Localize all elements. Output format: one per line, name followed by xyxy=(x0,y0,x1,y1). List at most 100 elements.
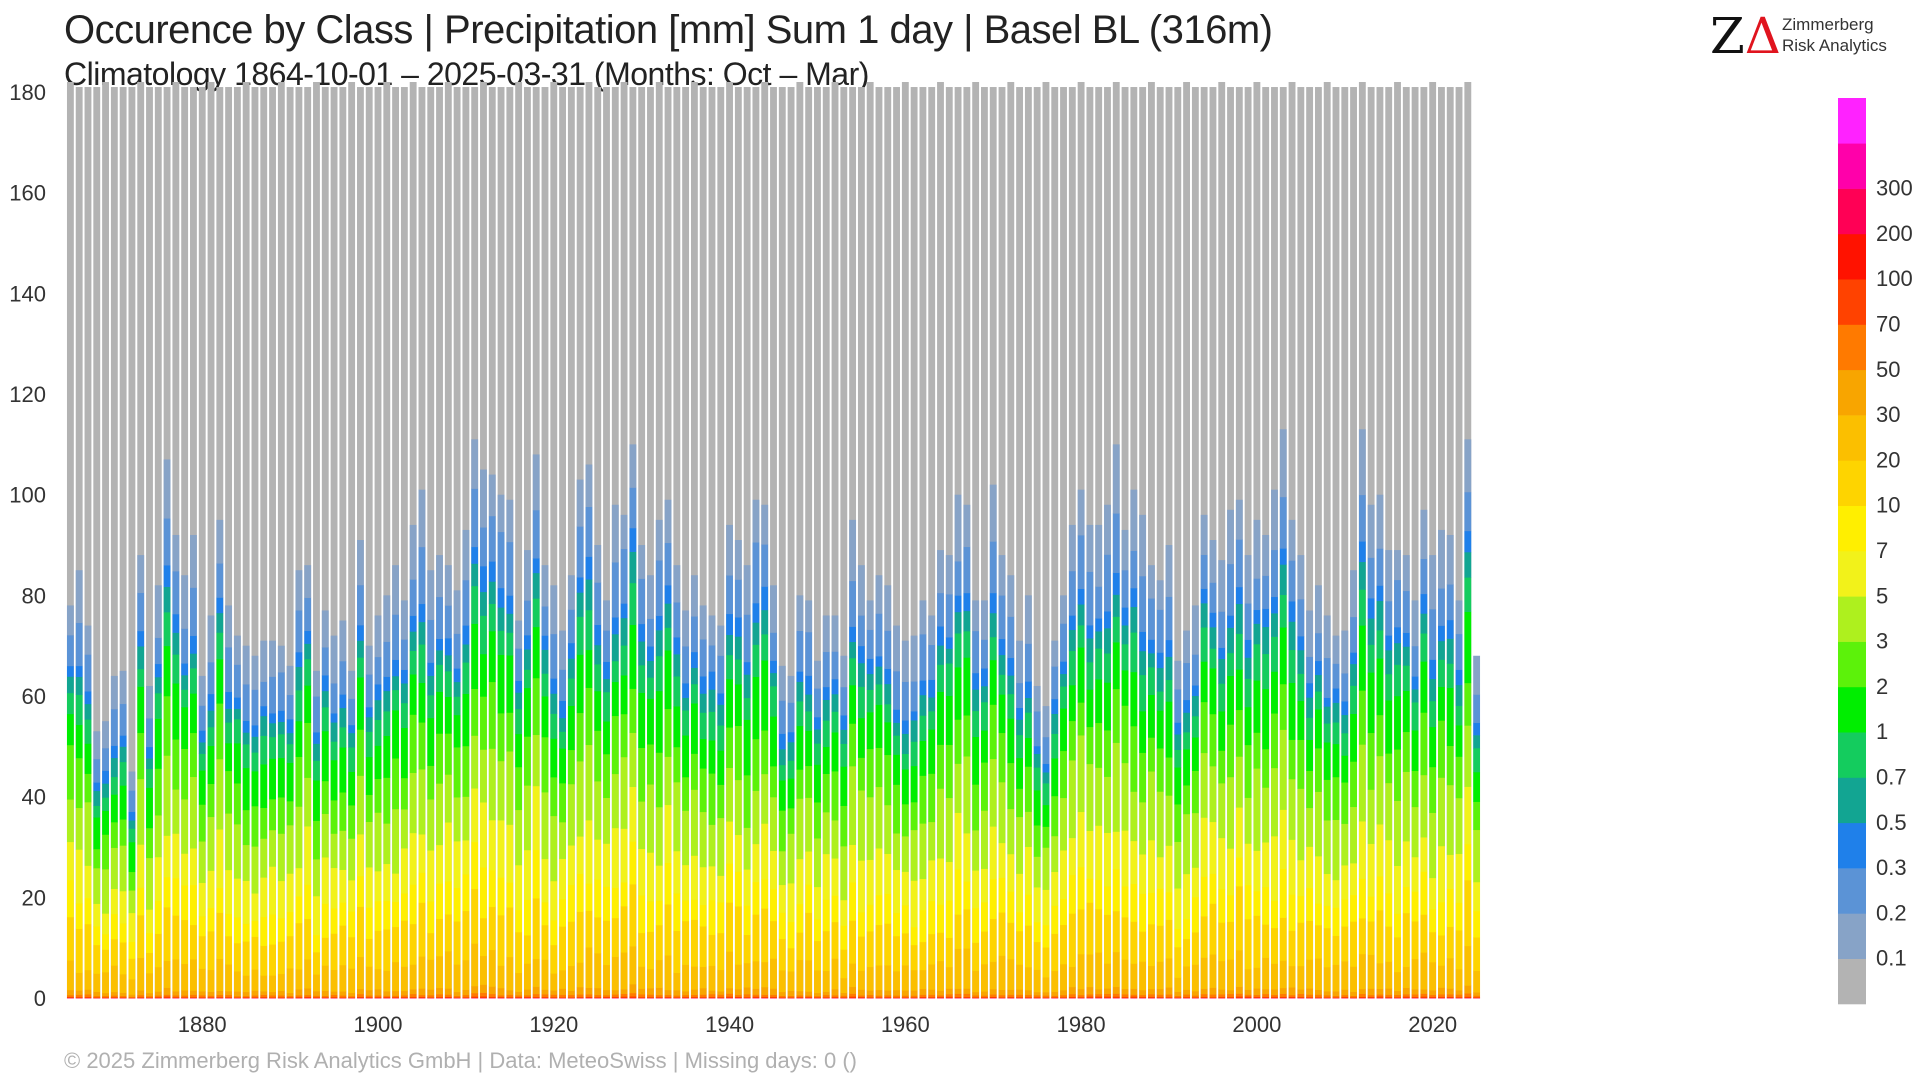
bar-segment-1998-class-10 xyxy=(1235,886,1243,951)
bar-segment-1865-class-4 xyxy=(66,692,74,715)
bar-segment-2001-class-2 xyxy=(1262,608,1270,628)
x-tick-label: 2000 xyxy=(1232,1012,1281,1037)
bar-segment-1911-class-8 xyxy=(471,788,479,843)
bar-segment-1965-class-0 xyxy=(945,555,953,595)
bar-segment-1968-class-8 xyxy=(972,870,980,909)
bar-segment-1910-class-3 xyxy=(462,644,470,663)
bar-segment-1950-class-10 xyxy=(814,940,821,971)
bar-segment-1871-class-13 xyxy=(119,995,127,998)
bar-segment-1920-class-7 xyxy=(550,815,558,882)
bar-segment-1880-class-12 xyxy=(198,991,206,996)
bar-segment-1907-class-13 xyxy=(436,994,443,998)
bar-segment-1976-class-11 xyxy=(1042,977,1050,993)
bar-segment-1978-class-13 xyxy=(1060,994,1067,998)
bar-segment-2022-class-4 xyxy=(1446,663,1454,689)
bar-segment-1948-class-9 xyxy=(796,903,804,933)
bar-segment-1938-class-9 xyxy=(708,899,716,935)
bar-segment-1944-class-6 xyxy=(761,730,769,775)
bar-segment-2005-class-2 xyxy=(1297,636,1305,651)
bar-segment-2019-class-8 xyxy=(1420,837,1428,872)
bar-segment-1931-class-7 xyxy=(647,784,654,853)
bar-segment-1966-class-9 xyxy=(954,869,962,915)
bar-segment-1916-class-12 xyxy=(515,991,523,996)
bar-segment-1966-class-13 xyxy=(954,993,962,998)
bar-segment-1982-class-10 xyxy=(1095,909,1103,953)
bar-segment-1990-class-2 xyxy=(1165,639,1173,657)
bar-segment-1964-class-0 xyxy=(937,550,944,594)
bar-segment-1870-class-3 xyxy=(110,757,118,778)
bar-segment-1933-class-12 xyxy=(664,989,672,996)
bar-segment-1947-class-0 xyxy=(787,675,795,703)
bar-segment-2005-class-4 xyxy=(1297,673,1305,702)
bar-segment-1933-class-14 xyxy=(664,996,672,998)
bar-segment-1978-class-12 xyxy=(1060,990,1067,996)
bar-segment-1955-class-14 xyxy=(857,996,865,998)
bar-segment-1949-class-4 xyxy=(805,711,813,731)
bar-segment-1983-class-12 xyxy=(1104,988,1111,994)
bar-segment-2024-class-7 xyxy=(1464,725,1472,787)
bar-segment-1976-class-13 xyxy=(1042,995,1050,998)
bar-segment-1982-class-9 xyxy=(1095,879,1103,910)
bar-segment-2003-class-2 xyxy=(1279,548,1287,565)
bar-segment-1924-class-4 xyxy=(585,609,593,651)
bar-dry-1883 xyxy=(225,87,233,998)
bar-segment-1950-class-13 xyxy=(814,995,821,998)
bar-segment-1938-class-14 xyxy=(708,996,716,998)
bar-dry-1942 xyxy=(743,87,751,998)
bar-segment-1998-class-4 xyxy=(1235,633,1243,670)
bar-segment-1953-class-9 xyxy=(840,925,848,950)
bar-segment-1989-class-7 xyxy=(1156,791,1164,858)
bar-segment-2005-class-7 xyxy=(1297,788,1305,861)
bar-segment-1943-class-6 xyxy=(752,738,760,791)
bar-segment-1968-class-3 xyxy=(972,689,980,712)
bar-segment-1891-class-0 xyxy=(295,570,303,611)
bar-segment-1952-class-0 xyxy=(831,615,839,652)
bar-segment-1972-class-5 xyxy=(1007,718,1015,764)
bar-segment-1935-class-6 xyxy=(682,777,690,811)
bar-segment-1903-class-4 xyxy=(400,702,408,728)
bar-segment-2006-class-7 xyxy=(1306,807,1314,847)
bar-segment-1998-class-6 xyxy=(1235,709,1243,757)
bar-segment-1985-class-5 xyxy=(1121,670,1129,706)
bar-segment-2011-class-8 xyxy=(1350,863,1357,896)
bar-segment-1962-class-4 xyxy=(919,715,927,742)
bar-segment-2009-class-2 xyxy=(1332,688,1340,703)
bar-segment-1962-class-2 xyxy=(919,680,927,696)
bar-segment-1977-class-9 xyxy=(1051,905,1059,934)
bar-segment-1894-class-4 xyxy=(321,707,329,732)
bar-segment-1905-class-13 xyxy=(418,994,426,997)
bar-segment-1886-class-8 xyxy=(251,893,259,921)
bar-segment-1960-class-12 xyxy=(901,990,909,996)
bar-segment-1960-class-5 xyxy=(901,769,909,805)
bar-segment-1955-class-3 xyxy=(857,662,865,687)
bar-segment-1869-class-7 xyxy=(102,869,109,914)
bar-segment-1920-class-6 xyxy=(550,777,558,817)
bar-segment-1963-class-9 xyxy=(928,900,936,935)
bar-segment-2021-class-11 xyxy=(1438,965,1445,988)
bar-segment-1967-class-6 xyxy=(963,715,971,757)
bar-segment-2025-class-1 xyxy=(1473,694,1481,724)
legend-swatch xyxy=(1838,913,1866,959)
bar-segment-1929-class-10 xyxy=(629,884,637,947)
bar-segment-1921-class-12 xyxy=(559,988,566,995)
bar-segment-1879-class-11 xyxy=(190,959,197,991)
bar-segment-1943-class-0 xyxy=(752,499,760,543)
bar-segment-1959-class-14 xyxy=(893,997,900,998)
bar-segment-1921-class-8 xyxy=(559,858,566,900)
bar-segment-1958-class-5 xyxy=(884,722,892,756)
bar-segment-2006-class-5 xyxy=(1306,739,1314,771)
bar-segment-1955-class-12 xyxy=(857,989,865,996)
bar-segment-2020-class-7 xyxy=(1429,812,1437,879)
bar-segment-1919-class-4 xyxy=(541,673,549,697)
bar-segment-1968-class-2 xyxy=(972,672,980,690)
bar-segment-1896-class-6 xyxy=(339,792,347,831)
bar-segment-1941-class-6 xyxy=(734,725,742,781)
bar-segment-1886-class-11 xyxy=(251,969,259,991)
legend-label: 0.7 xyxy=(1876,765,1907,790)
bar-segment-1894-class-5 xyxy=(321,730,329,782)
bar-segment-1945-class-1 xyxy=(770,632,777,661)
bar-segment-1953-class-5 xyxy=(840,766,848,806)
bar-segment-1895-class-7 xyxy=(330,833,338,869)
bar-segment-2022-class-11 xyxy=(1446,958,1454,989)
